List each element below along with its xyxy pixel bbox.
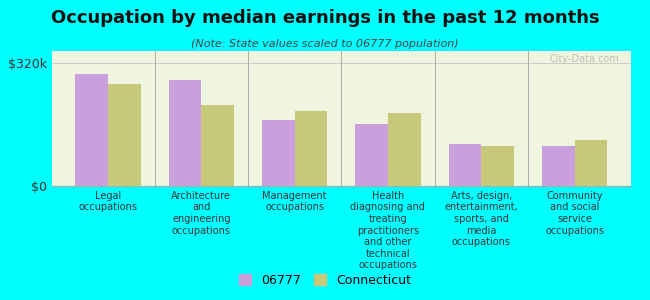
Bar (388, 113, 421, 186)
Bar (75, 74, 108, 186)
Bar (108, 84, 140, 186)
Bar (262, 120, 294, 186)
Bar (448, 144, 481, 186)
Bar (542, 146, 575, 186)
Bar (356, 124, 388, 186)
Bar (168, 80, 202, 186)
Text: City-Data.com: City-Data.com (549, 54, 619, 64)
Legend: 06777, Connecticut: 06777, Connecticut (235, 270, 415, 291)
Bar (575, 140, 607, 186)
Text: Occupation by median earnings in the past 12 months: Occupation by median earnings in the pas… (51, 9, 599, 27)
Bar (202, 105, 234, 186)
Bar (481, 146, 514, 186)
Text: (Note: State values scaled to 06777 population): (Note: State values scaled to 06777 popu… (191, 39, 459, 49)
Bar (294, 111, 327, 186)
